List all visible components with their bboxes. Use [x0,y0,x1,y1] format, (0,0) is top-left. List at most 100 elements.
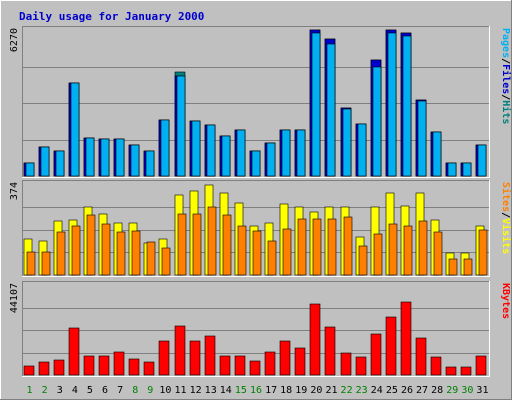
kbytes-bar [53,359,65,376]
sites-bar [312,218,322,276]
pages-bar [326,43,336,177]
kbytes-bar [189,340,201,376]
kbytes-bar [385,316,397,376]
pages-bar [462,162,472,177]
sites-bar [282,228,292,276]
sites-bar [252,230,262,276]
sites-bar [101,223,111,276]
pages-bar [236,129,246,177]
kbytes-bar [324,326,336,376]
sites-bar [358,245,368,276]
pages-bar [55,150,65,177]
x-tick-label: 30 [461,385,473,396]
kbytes-bar [68,327,80,376]
kbytes-bar [38,361,50,376]
sites-bar [388,223,398,276]
kbytes-bar [143,361,155,376]
kbytes-bar [309,303,321,376]
legend-files: Files [500,64,512,94]
x-tick-label: 23 [356,385,368,396]
pages-bar [40,146,50,177]
kbytes-bar [400,301,412,376]
legend-separator: / [500,58,511,64]
sites-bar [327,218,337,276]
pages-bar [130,144,140,177]
pages-bar [281,129,291,177]
x-tick-label: 29 [446,385,458,396]
kbytes-bar [460,366,472,376]
pages-bar [85,137,95,177]
pages-bar [357,123,367,177]
sites-bar [146,241,156,276]
x-tick-label: 8 [132,385,138,396]
x-tick-label: 22 [341,385,353,396]
sites-bar [56,231,66,276]
x-tick-label: 26 [401,385,413,396]
sites-bar [418,220,428,276]
y-max-tick: 374 [9,182,20,200]
x-tick-label: 24 [371,385,383,396]
kbytes-bar [264,351,276,376]
kbytes-bar [370,333,382,376]
side-legend: Pages/Files/Hits [500,28,512,124]
x-tick-label: 31 [476,385,488,396]
x-axis-labels: 1 2 3 4 5 6 7 8 9 10 11 12 13 14 15 16 17 18 19 20 21 22 23 24 2… [27,385,489,396]
legend-separator: / [500,212,511,218]
pages-bar [25,162,35,177]
sites-bar [433,231,443,276]
sites-bar [343,216,353,276]
x-tick-label: 18 [280,385,292,396]
bars-kbytes [23,301,487,376]
kbytes-bar [234,355,246,376]
pages-bar [311,32,321,177]
sites-bar [373,233,383,276]
legend-hits: Hits [500,100,512,124]
kbytes-bar [204,335,216,376]
panel-visits-sites: 374 Sites/Visits [9,180,512,277]
sites-bar [86,214,96,276]
x-tick-label: 13 [205,385,217,396]
pages-bar [145,150,155,177]
pages-bar [266,142,276,177]
kbytes-bar [340,352,352,376]
sites-bar [463,258,473,276]
kbytes-bar [219,355,231,376]
y-max-tick: 44107 [9,283,20,313]
panel-kbytes: 44107 KBytes [9,281,511,377]
kbytes-bar [430,356,442,376]
kbytes-bar [415,337,427,376]
sites-bar [41,251,51,276]
bars-hits-files-pages [23,29,487,177]
sites-bar [297,218,307,276]
sites-bar [71,225,81,276]
pages-bar [115,138,125,177]
kbytes-bar [249,360,261,376]
x-tick-label: 9 [147,385,153,396]
x-tick-label: 3 [57,385,63,396]
x-tick-label: 17 [265,385,277,396]
pages-bar [447,162,457,177]
sites-bar [448,258,458,276]
sites-bar [131,230,141,276]
kbytes-bar [445,366,457,376]
pages-bar [160,119,170,177]
x-tick-label: 25 [386,385,398,396]
sites-bar [192,213,202,276]
x-tick-label: 16 [250,385,262,396]
x-tick-label: 12 [190,385,202,396]
x-tick-label: 5 [87,385,93,396]
kbytes-bar [294,347,306,376]
x-tick-label: 14 [220,385,232,396]
pages-bar [70,82,80,177]
pages-bar [372,66,382,177]
sites-bar [478,229,488,276]
side-legend: Sites/Visits [500,182,512,254]
pages-bar [221,135,231,177]
sites-bar [161,247,171,276]
kbytes-bar [355,356,367,376]
x-tick-label: 1 [27,385,33,396]
pages-bar [387,32,397,177]
x-tick-label: 15 [235,385,247,396]
